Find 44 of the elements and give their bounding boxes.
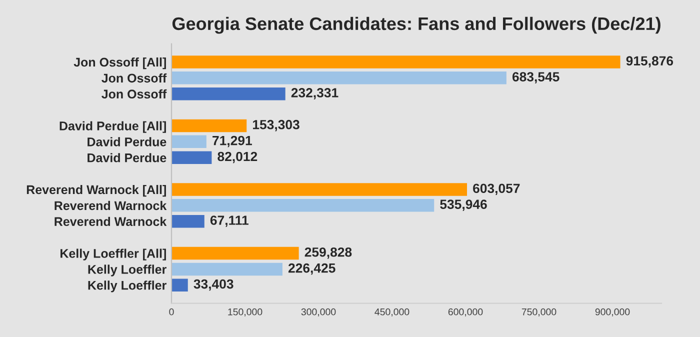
bar: [172, 151, 212, 164]
y-tick-label: Kelly Loeffler [All]: [60, 248, 166, 260]
data-label: 683,545: [512, 72, 560, 84]
bar: [172, 262, 282, 276]
data-label: 535,946: [440, 200, 487, 211]
y-tick-label: David Perdue [All]: [60, 121, 166, 133]
y-tick-label: Kelly Loeffler: [88, 280, 166, 292]
y-tick-label: Reverend Warnock: [54, 216, 167, 226]
data-label: 603,057: [473, 184, 520, 195]
bar: [172, 72, 506, 84]
x-tick-label: 600,000: [448, 308, 483, 316]
y-tick-label: David Perdue: [88, 153, 166, 162]
data-label: 82,012: [218, 152, 258, 164]
y-tick-label: Kelly Loeffler: [88, 264, 166, 276]
chart-title: Georgia Senate Candidates: Fans and Followers (Dec/21): [172, 16, 660, 34]
y-tick-label: Jon Ossoff: [102, 89, 167, 99]
y-tick-label: Reverend Warnock: [54, 200, 167, 210]
bar: [172, 199, 434, 212]
y-tick-label: Reverend Warnock [All]: [26, 184, 166, 197]
x-tick-label: 450,000: [374, 308, 410, 316]
data-label: 259,828: [304, 247, 352, 259]
data-label: 915,876: [626, 56, 674, 68]
y-tick-label: Jon Ossoff: [102, 73, 167, 83]
x-tick-label: 900,000: [595, 308, 630, 316]
data-label: 153,303: [253, 120, 300, 132]
y-tick-label: Jon Ossoff [All]: [74, 57, 166, 70]
bar: [172, 87, 286, 100]
bar: [172, 56, 620, 68]
data-label: 33,403: [194, 279, 234, 291]
data-label: 226,425: [288, 263, 336, 275]
x-tick-label: 750,000: [522, 308, 556, 316]
x-tick-label: 150,000: [228, 308, 262, 316]
bar: [172, 135, 206, 148]
bar: [172, 278, 188, 292]
bar: [172, 183, 467, 196]
x-tick-label: 0: [169, 308, 174, 316]
bar: [172, 214, 204, 228]
data-label: 67,111: [210, 216, 248, 227]
data-label: 232,331: [291, 88, 338, 100]
y-tick-label: David Perdue: [88, 137, 166, 146]
x-tick-label: 300,000: [301, 308, 336, 316]
bar: [172, 119, 247, 132]
bar: [172, 246, 299, 260]
data-label: 71,291: [212, 136, 252, 148]
